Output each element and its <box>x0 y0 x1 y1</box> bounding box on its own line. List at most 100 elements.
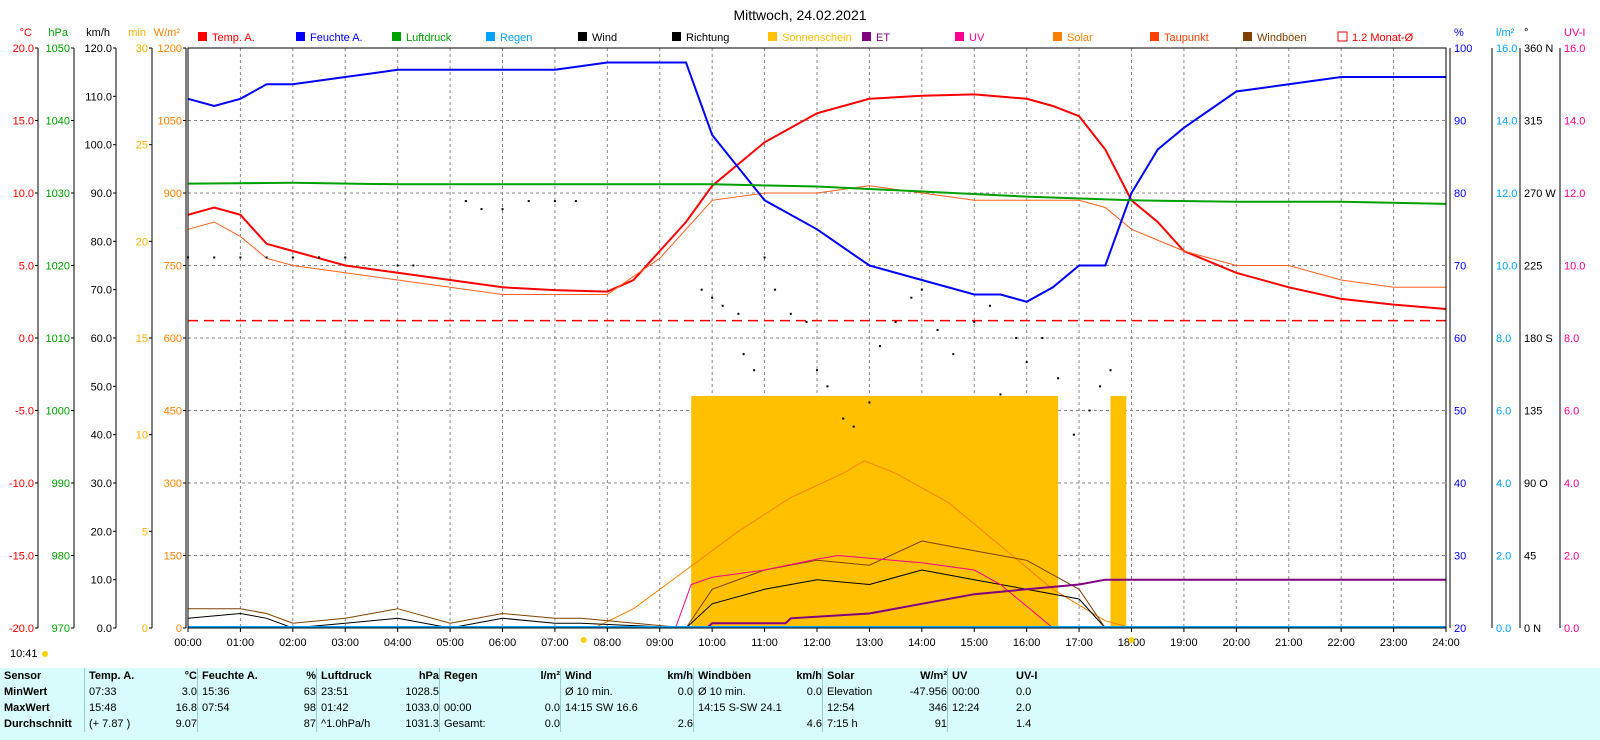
right-tick-label: 80 <box>1454 188 1466 200</box>
stats-cell: 0.0 <box>806 686 822 698</box>
stats-row-min: MinWert 07:33 3.0 15:36 63 23:51 1028.5 … <box>0 684 1062 700</box>
left-tick-label: 450 <box>164 406 182 418</box>
series-line-windb-en <box>188 540 1106 629</box>
stats-header-rain: Regen <box>439 668 516 684</box>
left-tick-label: -20.0 <box>9 623 34 635</box>
wind-direction-point <box>1015 337 1018 339</box>
stats-cell: 9.07 <box>175 718 197 730</box>
legend-swatch <box>955 32 964 41</box>
stats-cell <box>516 684 561 700</box>
grid-lines <box>188 48 1446 628</box>
legend-swatch <box>862 32 871 41</box>
chart-title: Mittwoch, 24.02.2021 <box>733 7 866 23</box>
legend-label: Feuchte A. <box>310 32 363 44</box>
sun-marker-icon <box>1128 637 1135 643</box>
right-tick-label: 16.0 <box>1564 43 1585 55</box>
wind-direction-point <box>344 256 347 259</box>
stats-header-wind: Wind <box>560 668 641 684</box>
right-tick-label: 2.0 <box>1564 551 1579 563</box>
wind-direction-point <box>501 208 504 211</box>
legend-swatch <box>198 32 207 41</box>
weather-chart: Mittwoch, 24.02.2021 Temp. A. Feuchte A. L… <box>9 7 1586 660</box>
right-tick-label: 8.0 <box>1496 333 1511 345</box>
legend-label: Wind <box>592 32 617 44</box>
stats-cell: 63 <box>303 686 316 698</box>
x-tick-label: 19:00 <box>1170 637 1198 649</box>
plot-frame <box>187 47 1447 629</box>
left-axis-unit: hPa <box>48 27 68 39</box>
left-tick-label: 10.0 <box>91 575 112 587</box>
wind-direction-point <box>774 288 777 291</box>
wind-direction-point <box>213 256 216 259</box>
right-tick-label: 10.0 <box>1564 261 1585 273</box>
wind-direction-point <box>721 304 724 307</box>
x-tick-label: 07:00 <box>541 637 569 649</box>
wind-direction-point <box>988 304 991 307</box>
wind-direction-point <box>480 208 483 211</box>
stats-unit-solar: W/m² <box>920 670 947 682</box>
left-tick-label: 1010 <box>46 333 70 345</box>
left-axis-unit: min <box>128 27 146 39</box>
stats-header-sensor: Sensor <box>4 670 42 682</box>
x-tick-label: 20:00 <box>1223 637 1251 649</box>
left-tick-label: 30 <box>136 43 148 55</box>
left-tick-label: 110.0 <box>85 91 112 103</box>
right-axis-unit: ° <box>1524 27 1528 39</box>
stats-unit-uv: UV-I <box>1016 670 1038 682</box>
left-tick-label: 20 <box>136 236 148 248</box>
x-tick-label: 02:00 <box>279 637 307 649</box>
left-tick-label: 970 <box>52 623 70 635</box>
right-tick-label: 70 <box>1454 261 1466 273</box>
stats-cell: 00:00 <box>947 684 1012 700</box>
left-tick-label: 1000 <box>46 406 70 418</box>
legend-swatch <box>1053 32 1062 41</box>
wind-direction-point <box>826 385 829 388</box>
stats-cell: 4.6 <box>806 718 822 730</box>
stats-cell: 91 <box>934 718 947 730</box>
right-tick-label: 2.0 <box>1496 551 1511 563</box>
series-line-et <box>706 578 1446 629</box>
stats-row-avg: Durchschnitt (+ 7.87 ) 9.07 87 ^1.0hPa/h… <box>0 716 1062 732</box>
sunshine-bar <box>691 396 1059 628</box>
legend-swatch <box>768 32 777 41</box>
stats-header-row: Sensor Temp. A. °C Feuchte A. % Luftdruc… <box>0 668 1062 684</box>
left-tick-label: 1040 <box>46 116 70 128</box>
stats-row-max: MaxWert 15:48 16.8 07:54 98 01:42 1033.0… <box>0 700 1062 716</box>
left-tick-label: 5.0 <box>19 261 34 273</box>
stats-header-temp: Temp. A. <box>84 668 163 684</box>
stats-cell: 12:24 <box>947 700 1012 716</box>
left-tick-label: 1200 <box>158 43 182 55</box>
left-tick-label: 0 <box>176 623 182 635</box>
x-tick-label: 09:00 <box>646 637 674 649</box>
wind-direction-point <box>239 256 242 259</box>
x-tick-label: 14:00 <box>908 637 936 649</box>
stats-cell: 15:48 <box>84 700 163 716</box>
right-tick-label: 90 O <box>1524 478 1548 490</box>
stats-cell: 7:15 h <box>822 716 899 732</box>
right-tick-label: 12.0 <box>1564 188 1585 200</box>
x-tick-label: 00:00 <box>174 637 202 649</box>
stats-cell: 346 <box>928 702 947 714</box>
left-tick-label: 10.0 <box>13 188 34 200</box>
legend-swatch <box>1337 31 1348 42</box>
wind-direction-point <box>973 320 976 323</box>
sunshine-bar <box>1110 396 1127 628</box>
right-tick-label: 30 <box>1454 551 1466 563</box>
x-tick-label: 13:00 <box>856 637 884 649</box>
stats-cell: 98 <box>303 702 316 714</box>
stats-cell: 07:54 <box>197 700 286 716</box>
left-tick-label: 1050 <box>46 43 70 55</box>
wind-direction-point <box>805 320 808 323</box>
wind-direction-point <box>737 312 740 315</box>
left-tick-label: 750 <box>164 261 182 273</box>
stats-cell: Elevation <box>822 684 899 700</box>
stats-cell: 0.0 <box>544 718 560 730</box>
right-axis-unit: UV-I <box>1564 27 1585 39</box>
wind-direction-point <box>816 369 818 372</box>
left-axis-unit: km/h <box>86 27 110 39</box>
x-tick-label: 15:00 <box>960 637 988 649</box>
stats-unit-pressure: hPa <box>418 670 439 682</box>
left-tick-label: 25 <box>136 140 148 152</box>
x-tick-label: 01:00 <box>227 637 255 649</box>
series-line-luftdruck <box>187 181 1447 205</box>
